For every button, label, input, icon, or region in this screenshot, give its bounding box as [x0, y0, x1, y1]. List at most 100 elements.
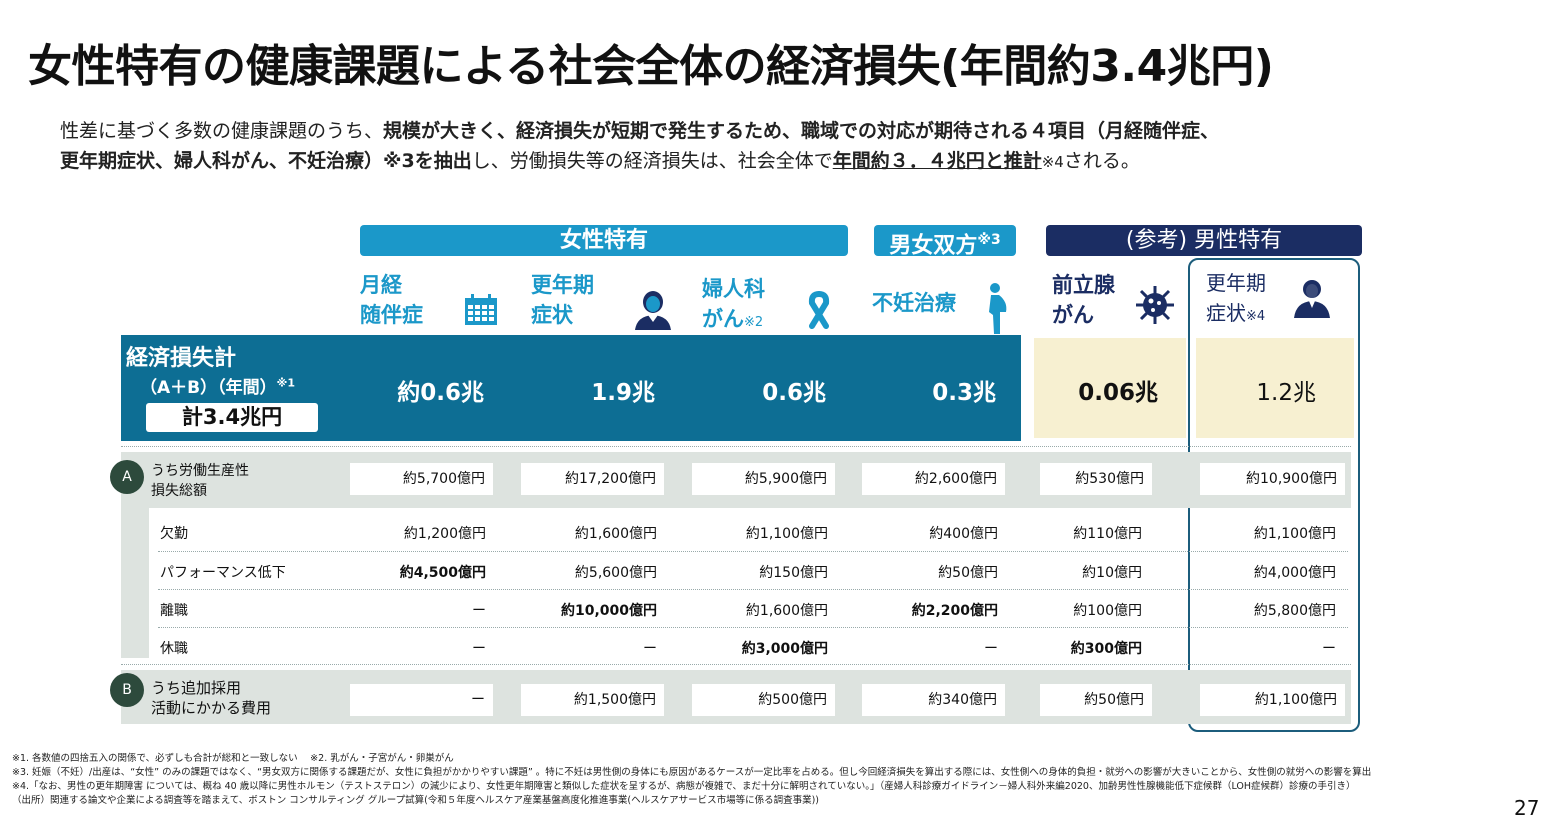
row-cell: 約400億円	[929, 526, 998, 542]
row-cell: ー	[472, 641, 486, 657]
group-header-female: 女性特有	[360, 225, 848, 256]
section-b-label-line: うち追加採用	[151, 679, 242, 697]
section-a-value-menopause: 約17,200億円	[521, 463, 664, 495]
row-cell: 約50億円	[938, 565, 998, 581]
category-label: がん	[702, 307, 744, 331]
total-sublabel-text: （A＋B）（年間）	[140, 378, 277, 398]
category-gynecologic-cancer: 婦人科 がん※2	[702, 274, 765, 338]
row-cell: 約1,100億円	[1253, 526, 1336, 542]
row-label-performance: パフォーマンス低下	[160, 565, 286, 581]
row-cell: 約300億円	[1070, 641, 1142, 657]
row-label-leave: 休職	[160, 641, 188, 657]
section-b-label-line: 活動にかかる費用	[151, 699, 272, 717]
virus-icon	[1134, 284, 1176, 330]
section-a-badge: A	[110, 460, 144, 494]
row-cell: 約4,500億円	[399, 565, 486, 581]
intro-underline: 年間約３．４兆円と推計	[832, 150, 1042, 172]
total-cream-male-menopause	[1196, 338, 1354, 438]
row-cell: 約1,100億円	[745, 526, 828, 542]
section-a-value-menstrual: 約5,700億円	[350, 463, 493, 495]
category-label: 前立腺	[1052, 273, 1115, 297]
row-cell: 約1,600億円	[574, 526, 657, 542]
intro-emphasis: 更年期症状、婦人科がん、不妊治療）※3を抽出	[60, 150, 472, 172]
woman-icon	[632, 290, 674, 334]
pregnant-woman-icon	[984, 282, 1010, 338]
row-label-resignation: 離職	[160, 603, 188, 619]
section-b-value-menopause: 約1,500億円	[521, 684, 664, 716]
divider	[121, 664, 1351, 665]
section-b-value-infertility: 約340億円	[862, 684, 1005, 716]
section-b-label: うち追加採用 活動にかかる費用	[151, 678, 271, 718]
row-cell: 約5,800億円	[1253, 603, 1336, 619]
category-label: 更年期	[531, 273, 594, 297]
row-cell: 約150億円	[759, 565, 828, 581]
intro-text: される。	[1063, 150, 1140, 172]
divider	[158, 589, 1348, 590]
man-icon	[1292, 278, 1332, 322]
total-cream-prostate	[1034, 338, 1186, 438]
row-cell: 約10,000億円	[560, 603, 657, 619]
total-label: 経済損失計	[126, 346, 237, 371]
footnote-source: （出所）関連する論文や企業による調査等を踏まえて、ボストン コンサルティング グ…	[12, 795, 819, 806]
category-note: ※4	[1246, 309, 1266, 324]
section-b-value-male-menopause: 約1,100億円	[1200, 684, 1345, 716]
section-a-value-infertility: 約2,600億円	[862, 463, 1005, 495]
section-b-badge: B	[110, 673, 144, 707]
total-value-gynecologic-cancer: 0.6兆	[762, 380, 826, 406]
category-label: 随伴症	[360, 303, 423, 327]
section-b-value-menstrual: ー	[350, 684, 493, 716]
category-note: ※2	[744, 315, 764, 330]
total-value-male-menopause: 1.2兆	[1256, 380, 1316, 406]
total-value-infertility: 0.3兆	[932, 380, 996, 406]
section-a-label-line: うち労働生産性	[151, 463, 249, 479]
intro-emphasis: 規模が大きく、経済損失が短期で発生するため、職域での対応が期待される４項目（月経…	[383, 120, 1220, 142]
total-sublabel: （A＋B）（年間）※1	[140, 373, 295, 398]
group-header-male: (参考) 男性特有	[1046, 225, 1362, 256]
row-cell: ー	[984, 641, 998, 657]
group-header-both-label: 男女双方	[889, 233, 978, 259]
calendar-icon	[464, 294, 498, 330]
category-menstrual: 月経 随伴症	[360, 270, 423, 330]
section-b-value-gynecologic-cancer: 約500億円	[692, 684, 835, 716]
intro-line-1: 性差に基づく多数の健康課題のうち、規模が大きく、経済損失が短期で発生するため、職…	[60, 116, 1219, 143]
category-menopause: 更年期 症状	[531, 270, 594, 330]
category-label: 症状	[531, 303, 573, 327]
footnote-4: ※4.「なお、男性の更年期障害 については、概ね 40 歳以降に男性ホルモン（テ…	[12, 781, 1356, 792]
intro-line-2: 更年期症状、婦人科がん、不妊治療）※3を抽出し、労働損失等の経済損失は、社会全体…	[60, 146, 1140, 173]
intro-note: ※4	[1041, 153, 1064, 171]
divider	[158, 627, 1348, 628]
page-title: 女性特有の健康課題による社会全体の経済損失(年間約3.4兆円)	[28, 41, 1274, 92]
category-prostate-cancer: 前立腺 がん	[1052, 270, 1115, 330]
section-b-value-prostate-cancer: 約50億円	[1040, 684, 1152, 716]
row-cell: 約5,600億円	[574, 565, 657, 581]
total-value-menstrual: 約0.6兆	[397, 380, 484, 406]
ribbon-icon	[804, 290, 834, 334]
category-male-menopause: 更年期 症状※4	[1206, 268, 1266, 332]
total-value-menopause: 1.9兆	[591, 380, 655, 406]
footnote-3: ※3. 妊娠（不妊）/出産は、“女性” のみの課題ではなく、“男女双方に関係する…	[12, 767, 1372, 778]
section-a-value-gynecologic-cancer: 約5,900億円	[692, 463, 835, 495]
divider	[158, 551, 1348, 552]
row-cell: 約3,000億円	[741, 641, 828, 657]
row-cell: 約100億円	[1073, 603, 1142, 619]
category-label: 月経	[360, 273, 402, 297]
row-cell: 約110億円	[1073, 526, 1142, 542]
row-cell: ー	[1322, 641, 1336, 657]
row-cell: 約10億円	[1082, 565, 1142, 581]
row-cell: 約2,200億円	[911, 603, 998, 619]
group-header-both: 男女双方※3	[874, 225, 1016, 259]
intro-text: 性差に基づく多数の健康課題のうち、	[60, 120, 384, 142]
section-a-value-prostate-cancer: 約530億円	[1040, 463, 1152, 495]
total-value-prostate-cancer: 0.06兆	[1078, 380, 1158, 406]
section-a-side	[121, 508, 149, 658]
divider	[121, 446, 1351, 447]
page-number: 27	[1514, 796, 1540, 820]
category-label: 症状	[1206, 301, 1246, 325]
footnote-1: ※1. 各数値の四捨五入の関係で、必ずしも合計が総和と一致しない ※2. 乳がん…	[12, 753, 454, 764]
row-cell: 約4,000億円	[1253, 565, 1336, 581]
category-label: 婦人科	[702, 277, 765, 301]
category-infertility: 不妊治療	[872, 291, 956, 315]
category-label: がん	[1052, 303, 1094, 327]
intro-text: し、労働損失等の経済損失は、社会全体で	[471, 150, 833, 172]
category-label: 更年期	[1206, 271, 1266, 295]
